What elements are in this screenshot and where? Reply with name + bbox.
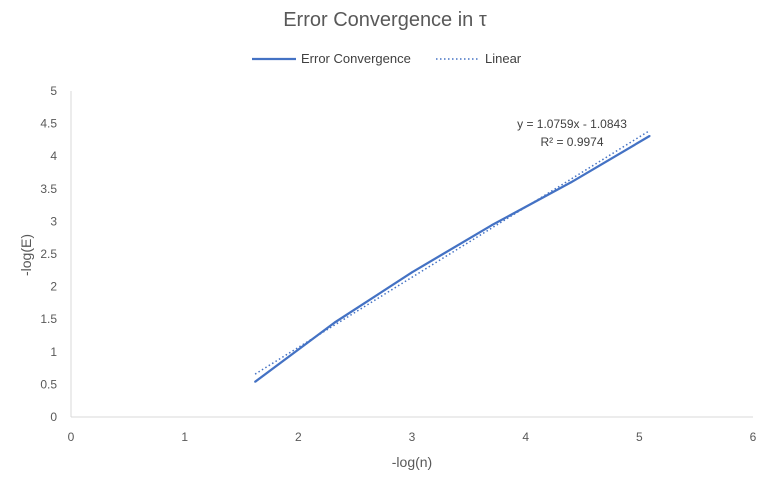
x-tick-labels: 0 1 2 3 4 5 6 — [68, 430, 757, 444]
x-tick-label: 6 — [750, 430, 757, 444]
series-points — [254, 135, 651, 383]
data-point — [254, 380, 257, 383]
y-axis-title: -log(E) — [18, 234, 34, 276]
y-tick-label: 3.5 — [40, 182, 57, 196]
x-tick-label: 2 — [295, 430, 302, 444]
x-tick-label: 5 — [636, 430, 643, 444]
y-tick-label: 2.5 — [40, 247, 57, 261]
chart-title: Error Convergence in τ — [283, 9, 487, 31]
x-tick-label: 3 — [409, 430, 416, 444]
y-tick-label: 5 — [50, 84, 57, 98]
y-tick-label: 2 — [50, 280, 57, 294]
y-tick-label: 4.5 — [40, 117, 57, 131]
y-tick-label: 0 — [50, 410, 57, 424]
x-tick-label: 0 — [68, 430, 75, 444]
y-tick-labels: 0 0.5 1 1.5 2 2.5 3 3.5 4 4.5 5 — [40, 84, 57, 424]
data-point — [411, 271, 413, 274]
legend: Error Convergence Linear — [252, 51, 522, 66]
y-tick-label: 3 — [50, 214, 57, 228]
plot-area: 0 1 2 3 4 5 6 0 0.5 1 1.5 2 2.5 3 3.5 4 4.5 5 — [40, 84, 756, 444]
data-point — [648, 135, 651, 137]
y-tick-label: 4 — [50, 149, 57, 163]
data-point — [570, 181, 573, 184]
x-axis-title: -log(n) — [392, 454, 432, 470]
data-point — [490, 224, 493, 227]
y-tick-label: 0.5 — [40, 377, 57, 391]
legend-error-convergence-label: Error Convergence — [301, 51, 411, 66]
trendline-r-squared: R² = 0.9974 — [540, 135, 603, 149]
legend-linear-label: Linear — [485, 51, 522, 66]
y-tick-label: 1.5 — [40, 312, 57, 326]
trendline-equation: y = 1.0759x - 1.0843 — [517, 117, 627, 131]
x-tick-label: 4 — [522, 430, 529, 444]
data-point — [333, 321, 336, 324]
y-tick-label: 1 — [50, 345, 57, 359]
series-line-error-convergence — [254, 135, 651, 383]
x-tick-label: 1 — [181, 430, 188, 444]
